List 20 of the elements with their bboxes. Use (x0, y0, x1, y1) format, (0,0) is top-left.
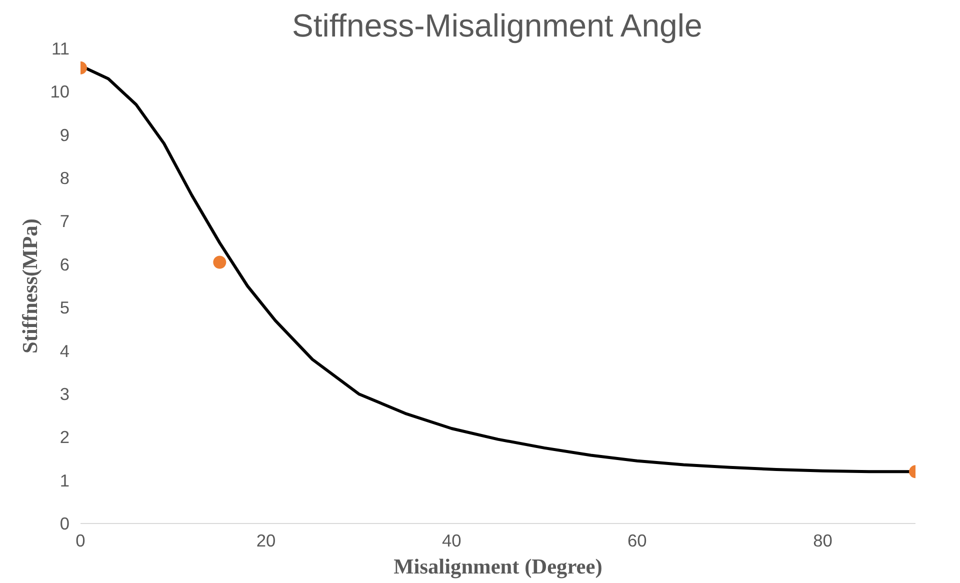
y-tick-label: 10 (50, 82, 70, 102)
x-tick-label: 80 (813, 530, 832, 550)
y-tick-label: 0 (60, 514, 70, 534)
x-tick-label: 40 (442, 530, 462, 550)
y-tick-label: 7 (60, 211, 70, 232)
x-tick-label: 20 (256, 530, 276, 550)
y-tick-label: 3 (60, 384, 70, 404)
x-axis-title: Misalignment (Degree) (394, 554, 602, 578)
y-tick-label: 2 (60, 427, 70, 448)
y-tick-label: 11 (52, 38, 70, 58)
y-tick-label: 1 (60, 470, 70, 490)
x-tick-label: 0 (76, 530, 86, 550)
y-tick-label: 9 (60, 124, 70, 145)
y-tick-label: 4 (60, 340, 70, 361)
y-tick-label: 6 (60, 254, 70, 274)
y-tick-label: 5 (60, 298, 70, 318)
y-tick-label: 8 (60, 168, 70, 188)
y-axis-title: Stiffness(MPa) (18, 218, 42, 354)
chart-title: Stiffness-Misalignment Angle (292, 8, 702, 44)
x-tick-label: 60 (628, 530, 647, 550)
